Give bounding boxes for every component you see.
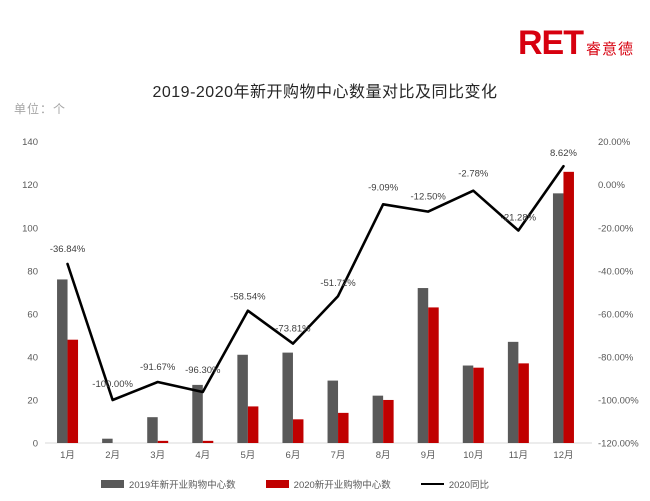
unit-label: 单位：个 xyxy=(14,102,67,116)
x-axis-month-label: 5月 xyxy=(240,450,255,461)
left-axis-tick-label: 20 xyxy=(27,395,38,406)
left-axis-tick-label: 100 xyxy=(22,223,38,234)
yoy-data-label: -51.72% xyxy=(320,278,356,289)
right-axis-tick-label: -100.00% xyxy=(598,395,639,406)
bar-2020-5月 xyxy=(247,406,259,443)
x-axis-month-label: 7月 xyxy=(331,450,346,461)
yoy-data-label: -96.30% xyxy=(185,365,221,376)
x-axis-month-label: 6月 xyxy=(286,450,301,461)
legend-item-yoy: 2020同比 xyxy=(420,477,489,491)
bar-2020-1月 xyxy=(67,339,79,443)
left-axis-tick-label: 80 xyxy=(27,266,38,277)
legend-bar-swatch xyxy=(265,480,289,488)
legend-label: 2020新开业购物中心数 xyxy=(293,480,391,491)
yoy-data-label: -91.67% xyxy=(140,362,176,373)
bar-2019-4月 xyxy=(192,384,203,443)
left-axis-tick-label: 120 xyxy=(22,180,38,191)
yoy-data-label: -21.28% xyxy=(501,213,537,224)
bar-2020-10月 xyxy=(473,367,484,443)
bar-2019-11月 xyxy=(507,341,519,443)
legend-item-2019: 2019年新开业购物中心数 xyxy=(101,477,236,491)
bar-2019-8月 xyxy=(372,395,384,443)
brand-logo-text: RET xyxy=(517,24,584,62)
bar-2019-1月 xyxy=(57,279,68,443)
yoy-data-label: -36.84% xyxy=(50,244,86,255)
left-axis-tick-label: 140 xyxy=(22,137,38,148)
bar-2020-7月 xyxy=(338,412,349,443)
left-axis-tick-label: 60 xyxy=(27,309,38,320)
x-axis-month-label: 4月 xyxy=(195,450,210,461)
bar-2020-3月 xyxy=(157,440,169,443)
x-axis-month-label: 9月 xyxy=(421,450,436,461)
brand-logo-cn-text: 睿意德 xyxy=(585,41,634,58)
bar-2019-2月 xyxy=(102,438,113,443)
x-axis-month-label: 1月 xyxy=(60,450,75,461)
yoy-line xyxy=(66,164,565,402)
left-axis-tick-label: 0 xyxy=(33,439,38,450)
yoy-data-label: -100.00% xyxy=(92,379,133,390)
bar-2019-3月 xyxy=(147,417,158,443)
x-axis-month-label: 8月 xyxy=(376,450,391,461)
x-axis-month-label: 12月 xyxy=(553,450,573,461)
left-axis-tick-label: 40 xyxy=(27,352,38,363)
x-axis-month-label: 11月 xyxy=(509,450,528,461)
legend-line-swatch xyxy=(420,482,444,486)
yoy-data-label: -9.09% xyxy=(368,182,399,193)
yoy-data-label: -73.81% xyxy=(275,324,311,335)
right-axis-tick-label: -80.00% xyxy=(598,352,634,363)
right-axis-tick-label: 0.00% xyxy=(598,180,625,191)
right-axis-tick-label: 20.00% xyxy=(598,137,631,148)
x-axis-month-label: 3月 xyxy=(150,450,165,461)
bar-2020-9月 xyxy=(428,307,439,443)
right-axis-tick-label: -60.00% xyxy=(598,309,634,320)
yoy-data-label: -58.54% xyxy=(230,292,266,303)
yoy-data-label: -2.78% xyxy=(458,169,489,180)
x-axis-month-label: 2月 xyxy=(105,450,120,461)
right-axis-tick-label: -40.00% xyxy=(598,266,634,277)
chart-legend: 2019年新开业购物中心数 2020新开业购物中心数 2020同比 xyxy=(0,477,590,491)
bar-2020-11月 xyxy=(518,363,529,443)
bar-2020-6月 xyxy=(292,419,304,443)
bar-2020-12月 xyxy=(563,171,574,443)
legend-item-2020: 2020新开业购物中心数 xyxy=(265,477,391,491)
legend-label: 2020同比 xyxy=(448,480,489,491)
bar-2019-9月 xyxy=(417,288,429,443)
bar-2019-7月 xyxy=(327,380,339,443)
bar-2020-8月 xyxy=(383,399,394,443)
right-axis-tick-label: -120.00% xyxy=(598,439,639,450)
bar-2019-10月 xyxy=(462,365,474,443)
right-axis-tick-label: -20.00% xyxy=(598,223,634,234)
bar-2020-4月 xyxy=(202,440,214,443)
bar-2019-12月 xyxy=(552,193,564,443)
bar-2019-5月 xyxy=(237,354,248,443)
brand-logo: RET 睿意德 xyxy=(518,26,634,60)
yoy-data-label: 8.62% xyxy=(550,148,577,159)
x-axis-month-label: 10月 xyxy=(463,450,483,461)
yoy-data-label: -12.50% xyxy=(411,192,447,203)
legend-bar-swatch xyxy=(101,480,125,488)
legend-label: 2019年新开业购物中心数 xyxy=(129,480,236,491)
bar-2019-6月 xyxy=(282,352,293,443)
chart-title: 2019-2020年新开购物中心数量对比及同比变化 xyxy=(152,84,498,101)
